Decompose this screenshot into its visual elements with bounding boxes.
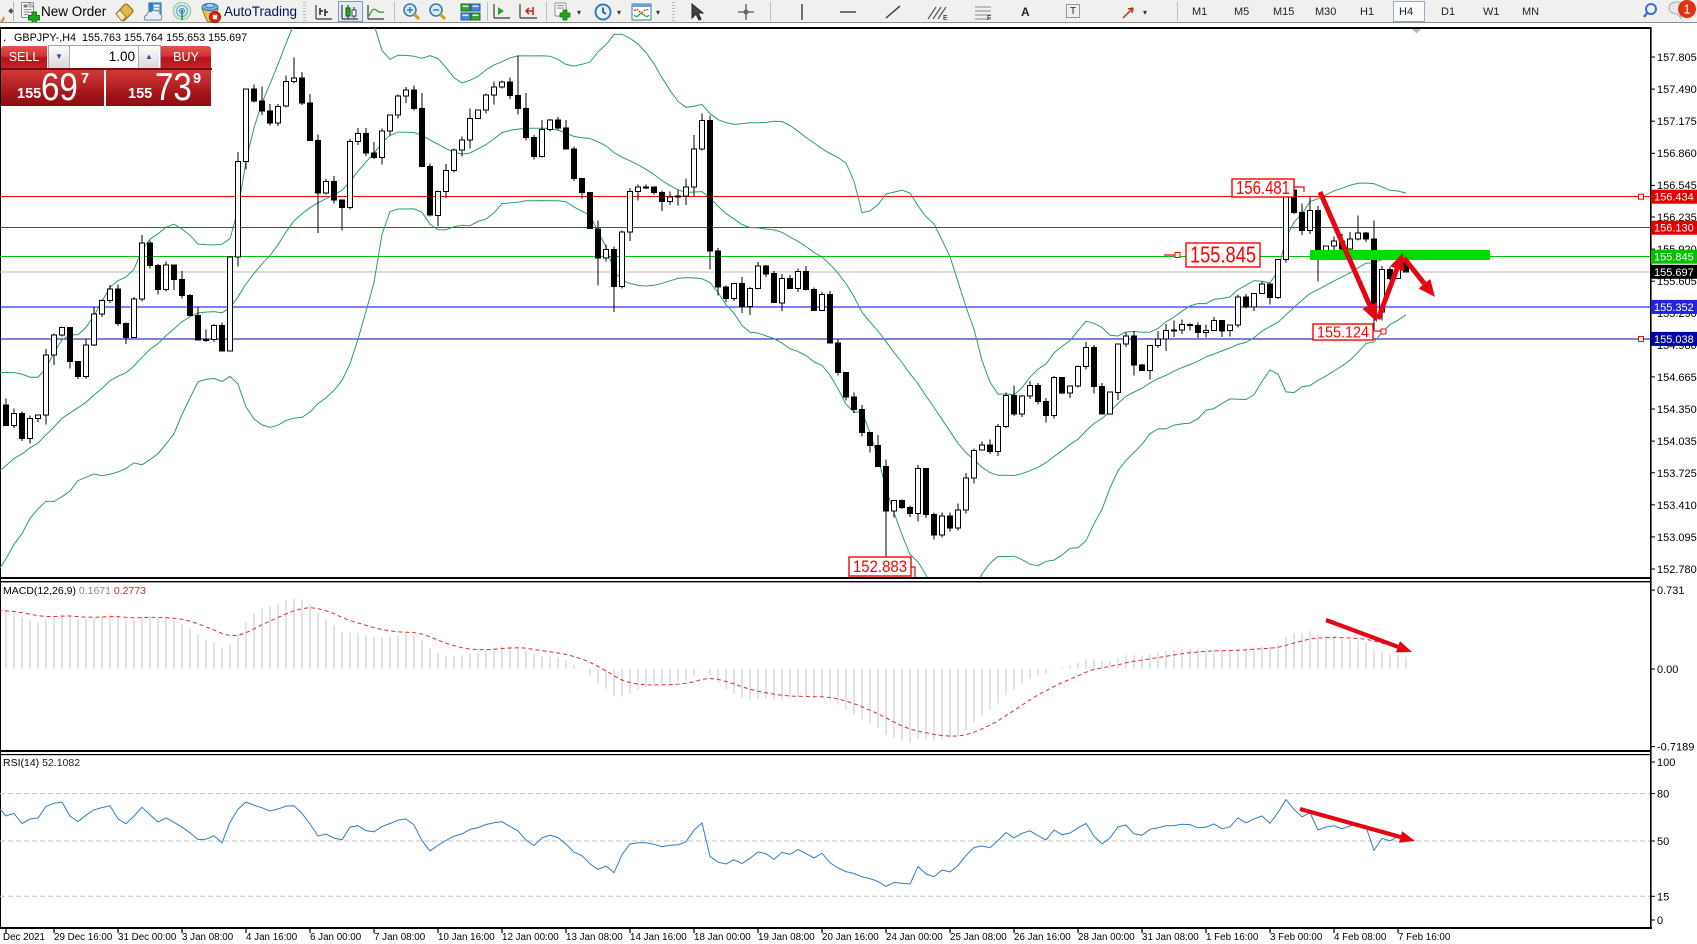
svg-text:155.697: 155.697	[1654, 267, 1694, 279]
svg-text:19 Jan 08:00: 19 Jan 08:00	[758, 932, 815, 943]
svg-text:25 Jan 08:00: 25 Jan 08:00	[950, 932, 1007, 943]
svg-text:E: E	[943, 15, 948, 21]
svg-text:155.605: 155.605	[1657, 276, 1697, 288]
svg-text:31 Dec 00:00: 31 Dec 00:00	[118, 932, 177, 943]
svg-text:152.780: 152.780	[1657, 564, 1697, 576]
svg-text:1 Feb 16:00: 1 Feb 16:00	[1206, 932, 1259, 943]
svg-text:155.845: 155.845	[1654, 252, 1694, 264]
svg-text:6 Jan 00:00: 6 Jan 00:00	[310, 932, 362, 943]
svg-text:18 Jan 00:00: 18 Jan 00:00	[694, 932, 751, 943]
svg-text:157.175: 157.175	[1657, 116, 1697, 128]
svg-text:157.490: 157.490	[1657, 84, 1697, 96]
svg-text:155.124: 155.124	[1317, 324, 1369, 341]
svg-text:29 Dec 16:00: 29 Dec 16:00	[54, 932, 113, 943]
svg-text:13 Jan 08:00: 13 Jan 08:00	[566, 932, 623, 943]
svg-text:7 Jan 08:00: 7 Jan 08:00	[374, 932, 426, 943]
svg-text:F: F	[987, 15, 991, 21]
svg-text:154.350: 154.350	[1657, 404, 1697, 416]
svg-text:24 Jan 00:00: 24 Jan 00:00	[886, 932, 943, 943]
svg-text:0.00: 0.00	[1657, 664, 1678, 676]
svg-text:154.035: 154.035	[1657, 436, 1697, 448]
svg-text:100: 100	[1657, 757, 1675, 769]
svg-text:155.845: 155.845	[1190, 242, 1256, 268]
svg-text:152.883: 152.883	[853, 557, 907, 576]
svg-text:Dec 2021: Dec 2021	[3, 932, 45, 943]
svg-text:14 Jan 16:00: 14 Jan 16:00	[630, 932, 687, 943]
svg-text:80: 80	[1657, 789, 1669, 801]
svg-text:MACD(12,26,9) 0.1671 0.2773: MACD(12,26,9) 0.1671 0.2773	[3, 585, 146, 597]
svg-text:15: 15	[1657, 891, 1669, 903]
svg-text:0: 0	[1657, 915, 1663, 927]
svg-text:.: .	[3, 32, 6, 44]
svg-text:4 Jan 16:00: 4 Jan 16:00	[246, 932, 298, 943]
svg-text:31 Jan 08:00: 31 Jan 08:00	[1142, 932, 1199, 943]
svg-text:RSI(14) 52.1082: RSI(14) 52.1082	[3, 757, 80, 769]
svg-text:GBPJPY-,H4 155.763 155.764 15: GBPJPY-,H4 155.763 155.764 155.653 155.6…	[14, 32, 247, 44]
svg-text:156.434: 156.434	[1654, 192, 1694, 204]
svg-text:153.410: 153.410	[1657, 500, 1697, 512]
svg-text:157.805: 157.805	[1657, 52, 1697, 64]
svg-text:50: 50	[1657, 836, 1669, 848]
svg-text:156.860: 156.860	[1657, 148, 1697, 160]
svg-text:153.095: 153.095	[1657, 532, 1697, 544]
svg-text:156.481: 156.481	[1236, 178, 1290, 198]
svg-text:26 Jan 16:00: 26 Jan 16:00	[1014, 932, 1071, 943]
svg-text:3 Jan 08:00: 3 Jan 08:00	[182, 932, 234, 943]
svg-text:1: 1	[1683, 2, 1690, 17]
svg-text:7 Feb 16:00: 7 Feb 16:00	[1398, 932, 1451, 943]
svg-text:156.130: 156.130	[1654, 223, 1694, 235]
svg-text:12 Jan 00:00: 12 Jan 00:00	[502, 932, 559, 943]
svg-text:-0.7189: -0.7189	[1657, 742, 1694, 754]
svg-text:4 Feb 08:00: 4 Feb 08:00	[1334, 932, 1387, 943]
svg-text:0.731: 0.731	[1657, 585, 1685, 597]
svg-text:153.725: 153.725	[1657, 468, 1697, 480]
svg-text:155.352: 155.352	[1654, 302, 1694, 314]
svg-text:155.038: 155.038	[1654, 334, 1694, 346]
svg-text:10 Jan 16:00: 10 Jan 16:00	[438, 932, 495, 943]
svg-text:3 Feb 00:00: 3 Feb 00:00	[1270, 932, 1323, 943]
svg-text:20 Jan 16:00: 20 Jan 16:00	[822, 932, 879, 943]
svg-text:154.665: 154.665	[1657, 372, 1697, 384]
svg-text:28 Jan 00:00: 28 Jan 00:00	[1078, 932, 1135, 943]
svg-text:156.545: 156.545	[1657, 180, 1697, 192]
